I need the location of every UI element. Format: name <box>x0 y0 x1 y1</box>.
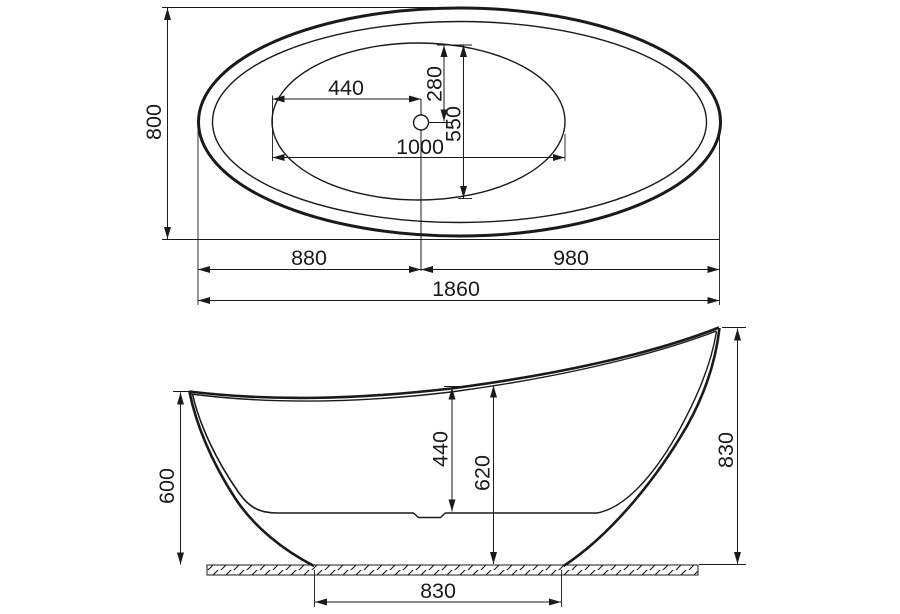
dim-basin-width: 550 <box>442 45 472 199</box>
dim-base-length: 830 <box>314 570 562 607</box>
dim-rim-height: 620 <box>471 385 497 564</box>
front-height-label: 600 <box>155 468 179 504</box>
drain-offset-x-label: 440 <box>328 76 364 100</box>
drain-hole <box>412 114 430 131</box>
dim-basin-length: 1000 <box>272 95 566 161</box>
basin-depth-label: 440 <box>429 431 453 467</box>
drain-from-left-label: 880 <box>291 246 327 270</box>
overall-width-label: 800 <box>142 104 166 140</box>
basin-length-label: 1000 <box>396 135 444 159</box>
basin-bottom-ellipse <box>271 42 566 201</box>
overall-length-label: 1860 <box>432 277 480 301</box>
drain-from-right-label: 980 <box>553 246 589 270</box>
front-wall-inner-line <box>191 393 278 514</box>
tub-outer-rim-ellipse <box>197 6 722 238</box>
dim-front-height: 600 <box>155 391 190 565</box>
drain-offset-y-label: 280 <box>423 66 447 102</box>
base-length-label: 830 <box>420 579 456 603</box>
basin-floor-and-back-inner-line <box>277 331 718 519</box>
tub-inner-rim-ellipse <box>211 20 708 224</box>
side-view: 600 440 620 830 830 <box>155 326 746 607</box>
rim-height-label: 620 <box>471 455 495 491</box>
top-view: 800 440 280 550 1000 <box>142 6 722 305</box>
rim-top-inner-line <box>190 330 717 402</box>
back-wall-outer-line <box>562 327 721 568</box>
dim-drain-offset-x: 440 <box>272 76 421 103</box>
basin-width-label: 550 <box>442 106 466 142</box>
dim-overall-width: 800 <box>142 7 719 240</box>
dim-back-height: 830 <box>699 327 746 565</box>
dim-length-chain: 880 980 1860 <box>197 130 720 305</box>
floor-hatch-band <box>206 564 699 576</box>
rim-top-outer-line <box>188 326 720 400</box>
dim-basin-depth: 440 <box>429 386 470 512</box>
front-wall-outer-line <box>188 391 315 568</box>
back-height-label: 830 <box>714 432 738 468</box>
